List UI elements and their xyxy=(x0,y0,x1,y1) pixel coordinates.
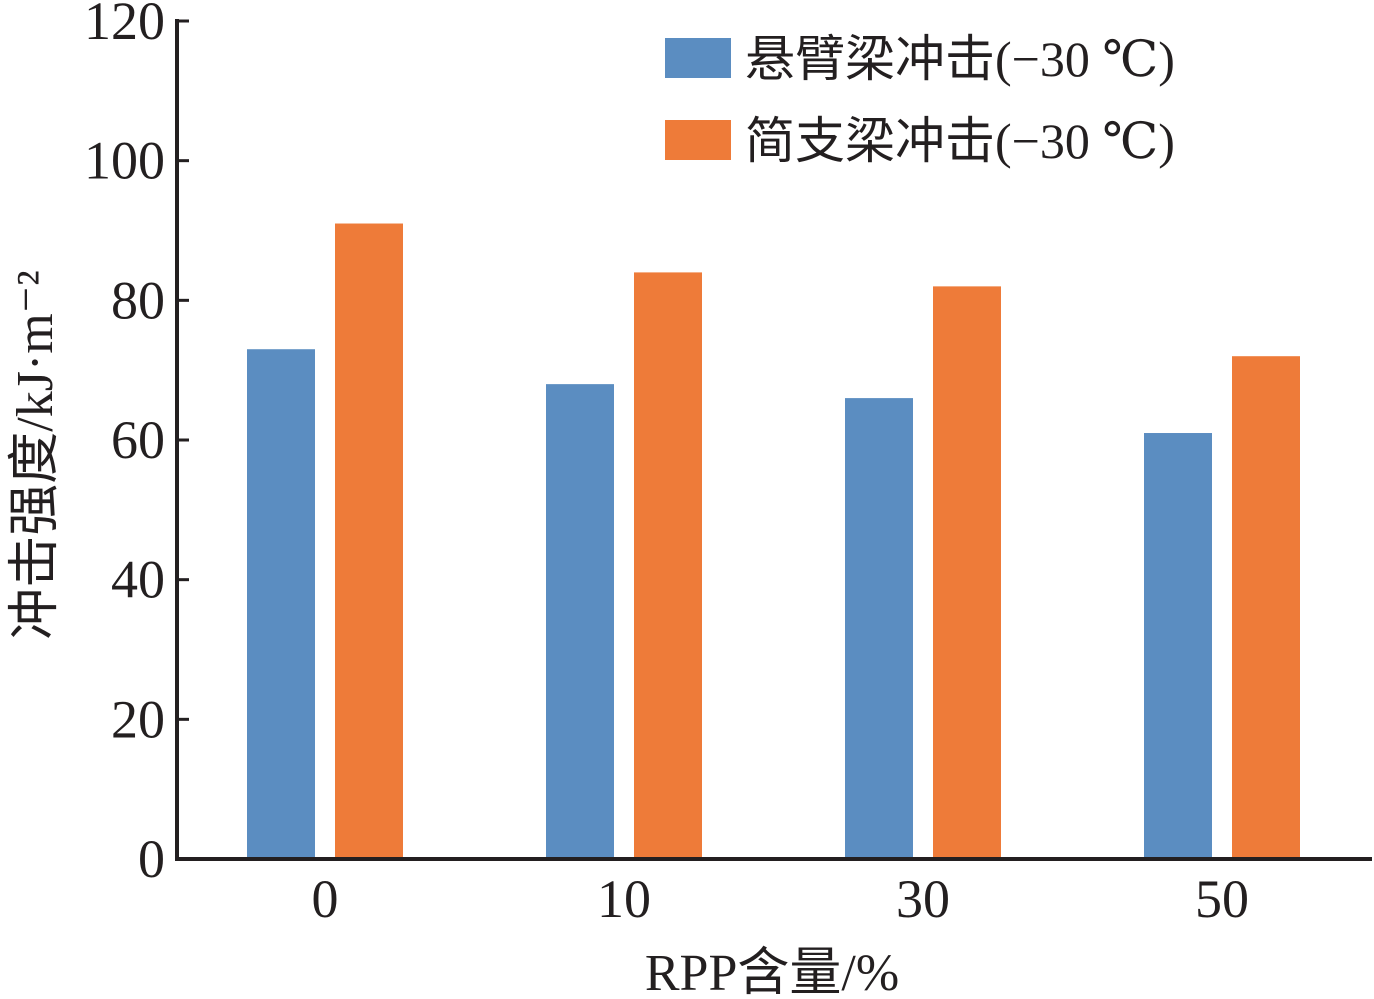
y-tick-label: 0 xyxy=(138,829,165,889)
bar-cantilever-0 xyxy=(247,349,315,859)
y-tick-label: 60 xyxy=(111,410,165,470)
legend-swatch xyxy=(665,120,731,160)
legend-label: 简支梁冲击(−30 ℃) xyxy=(745,113,1175,169)
bar-simply-supported-50 xyxy=(1232,356,1300,859)
y-tick-label: 120 xyxy=(84,0,165,51)
legend-swatch xyxy=(665,38,731,78)
bar-cantilever-50 xyxy=(1144,433,1212,859)
y-axis-title: 冲击强度/kJ·m⁻² xyxy=(7,270,64,640)
y-ticks: 0 20 40 60 80 100 120 xyxy=(84,0,189,889)
bar-cantilever-30 xyxy=(845,398,913,859)
bars-layer xyxy=(247,223,1300,859)
y-tick-label: 20 xyxy=(111,689,165,749)
legend-label: 悬臂梁冲击(−30 ℃) xyxy=(745,31,1175,87)
bar-simply-supported-0 xyxy=(335,223,403,859)
x-tick-label: 30 xyxy=(896,869,950,929)
bar-simply-supported-30 xyxy=(933,286,1001,859)
bar-simply-supported-10 xyxy=(634,272,702,859)
y-tick-label: 80 xyxy=(111,270,165,330)
y-tick-label: 40 xyxy=(111,550,165,610)
bar-cantilever-10 xyxy=(546,384,614,859)
x-axis-title: RPP含量/% xyxy=(645,945,899,999)
x-ticks: 0 10 30 50 xyxy=(312,869,1250,929)
x-tick-label: 10 xyxy=(597,869,651,929)
y-tick-label: 100 xyxy=(84,131,165,191)
legend: 悬臂梁冲击(−30 ℃) 简支梁冲击(−30 ℃) xyxy=(665,31,1175,169)
x-tick-label: 0 xyxy=(312,869,339,929)
x-tick-label: 50 xyxy=(1195,869,1249,929)
